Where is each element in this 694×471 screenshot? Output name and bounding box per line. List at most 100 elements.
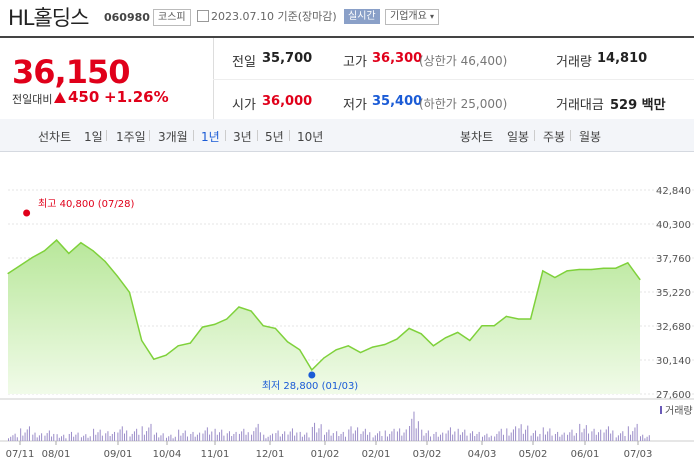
volume-bar xyxy=(484,435,486,441)
tab-1y[interactable]: 1년 xyxy=(201,130,220,144)
volume-bar xyxy=(352,433,354,441)
chevron-down-icon: ▾ xyxy=(430,12,435,21)
volume-bar xyxy=(209,434,211,441)
tab-3m[interactable]: 3개월 xyxy=(158,130,188,144)
volume-bar xyxy=(119,429,121,441)
volume-bar xyxy=(148,427,150,441)
price-point xyxy=(104,260,106,263)
volume-bar xyxy=(632,431,634,441)
tab-monthly[interactable]: 월봉 xyxy=(579,130,602,144)
price-point xyxy=(432,345,434,347)
tab-1d[interactable]: 1일 xyxy=(84,130,103,144)
y-tick-label: 32,680 xyxy=(656,322,691,333)
volume-bar xyxy=(569,432,571,441)
volume-bar xyxy=(515,426,517,441)
volume-bar xyxy=(627,426,629,441)
volume-bar xyxy=(593,428,595,441)
tab-daily[interactable]: 일봉 xyxy=(507,130,530,144)
tab-3y[interactable]: 3년 xyxy=(233,130,252,144)
volume-bar xyxy=(299,431,301,441)
max-marker xyxy=(23,209,31,217)
price-point xyxy=(493,325,495,327)
candle-chart-label: 봉차트 xyxy=(460,130,494,144)
realtime-button[interactable]: 실시간 xyxy=(344,9,380,24)
volume-bar xyxy=(10,436,12,441)
divider xyxy=(213,79,694,80)
volume-bar xyxy=(162,433,164,441)
volume-bar xyxy=(138,434,140,441)
quote-date: 2023.07.10 기준(장마감) xyxy=(211,10,337,23)
volume-bar xyxy=(12,435,14,441)
volume-bar xyxy=(350,426,352,441)
company-info-dropdown[interactable]: 기업개요 ▾ xyxy=(385,9,440,25)
volume-bar xyxy=(48,430,50,441)
volume-bar xyxy=(190,433,192,441)
volume-bar xyxy=(474,436,476,441)
volume-bar xyxy=(291,428,293,441)
volume-bar xyxy=(269,435,271,441)
y-tick-label: 40,300 xyxy=(656,220,691,231)
volume-bar xyxy=(603,432,605,441)
upper-limit: (상한가 46,400) xyxy=(419,54,508,68)
volume-bar xyxy=(192,431,194,441)
volume-bar xyxy=(573,435,575,441)
tab-1w[interactable]: 1주일 xyxy=(116,130,146,144)
volume-bar xyxy=(318,428,320,441)
divider xyxy=(534,130,535,141)
volume-bar xyxy=(502,434,504,441)
volume-bar xyxy=(409,426,411,441)
volume-bar xyxy=(129,436,131,441)
volume-bar xyxy=(204,430,206,441)
volume-bar xyxy=(316,432,318,441)
volume-bar xyxy=(26,429,28,441)
volume-bar xyxy=(389,433,391,441)
tab-5y[interactable]: 5년 xyxy=(265,130,284,144)
volume-bar xyxy=(172,438,174,441)
volume-bar xyxy=(160,435,162,441)
price-point xyxy=(153,358,155,360)
volume-bar xyxy=(427,430,429,441)
volume-bar xyxy=(344,436,346,441)
volume-bar xyxy=(539,433,541,441)
current-price: 36,150 xyxy=(12,53,130,91)
volume-bar xyxy=(459,434,461,441)
volume-bar xyxy=(178,429,180,441)
volume-bar xyxy=(279,436,281,441)
volume-bar xyxy=(301,436,303,441)
volume-bar xyxy=(275,433,277,441)
volume-bar xyxy=(381,436,383,441)
volume-bar xyxy=(93,428,95,441)
change-value: 450 xyxy=(68,88,100,106)
volume-bar xyxy=(615,437,617,441)
volume-bar xyxy=(340,433,342,441)
volume-bar xyxy=(101,435,103,441)
volume-bar xyxy=(364,428,366,441)
price-point xyxy=(469,339,471,342)
volume-bar xyxy=(263,434,265,441)
market-badge: 코스피 xyxy=(153,9,191,26)
price-point xyxy=(274,327,276,330)
divider xyxy=(193,130,194,141)
price-point xyxy=(286,341,289,343)
tab-10y[interactable]: 10년 xyxy=(297,130,324,144)
volume-bar xyxy=(435,431,437,441)
volume-bar xyxy=(644,438,646,441)
volume-bar xyxy=(330,435,332,441)
price-point xyxy=(311,369,313,371)
volume-bar xyxy=(372,437,374,441)
volume-bar xyxy=(41,433,43,441)
volume-bar xyxy=(575,433,577,441)
volume-bar xyxy=(206,427,208,441)
price-point xyxy=(128,291,131,293)
price-point xyxy=(639,278,641,281)
price-point xyxy=(372,346,374,348)
price-point xyxy=(68,252,70,255)
volume-bar xyxy=(281,433,283,441)
price-point xyxy=(627,262,629,264)
volume-bar xyxy=(28,426,30,441)
tab-weekly[interactable]: 주봉 xyxy=(543,130,566,144)
x-tick-label: 07/03 xyxy=(624,449,653,460)
volume-bar xyxy=(393,428,395,441)
volume-bar xyxy=(490,435,492,441)
volume-bar xyxy=(85,434,87,441)
